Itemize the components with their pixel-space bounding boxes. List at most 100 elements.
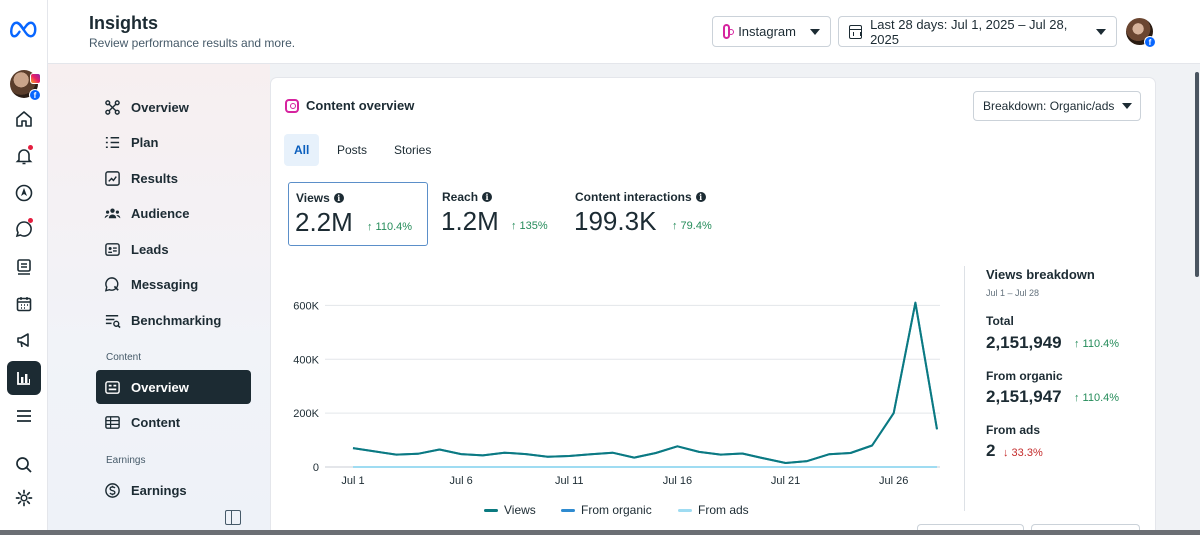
bottom-button-partial[interactable] — [1031, 524, 1140, 534]
breakdown-ads-label: From ads — [986, 423, 1041, 437]
insights-sidenav: Overview Plan Results Audience Leads Mes… — [48, 64, 270, 535]
nav-item-earnings[interactable]: Earnings — [96, 473, 251, 507]
earnings-coin-icon — [105, 482, 120, 498]
nav-item-results[interactable]: Results — [96, 161, 251, 195]
breakdown-ads-change: ↓ 33.3% — [1003, 447, 1043, 459]
metric-views[interactable]: Views i 2.2M ↑ 110.4% — [288, 182, 428, 246]
y-tick-label: 400K — [293, 354, 319, 366]
nav-item-label: Overview — [131, 99, 189, 115]
metric-reach[interactable]: Reach i 1.2M ↑ 135% — [435, 182, 560, 246]
caret-down-icon — [810, 28, 820, 35]
nav-item-messaging[interactable]: Messaging — [96, 267, 251, 301]
breakdown-dropdown[interactable]: Breakdown: Organic/ads — [973, 91, 1141, 121]
date-range-dropdown[interactable]: Last 28 days: Jul 1, 2025 – Jul 28, 2025 — [838, 16, 1117, 47]
y-tick-label: 0 — [313, 462, 319, 474]
page-scrollbar[interactable] — [1194, 64, 1200, 535]
collapse-sidebar-icon[interactable] — [225, 510, 241, 525]
caret-down-icon — [1122, 103, 1133, 109]
benchmarking-icon — [105, 314, 121, 328]
x-tick-label: Jul 6 — [450, 475, 473, 487]
views-breakdown-panel: Views breakdown Jul 1 – Jul 28 Total 2,1… — [964, 266, 1149, 511]
instagram-icon — [285, 98, 299, 113]
results-trend-icon — [105, 170, 120, 186]
nav-item-plan[interactable]: Plan — [96, 125, 251, 159]
metric-change: ↑ 79.4% — [672, 220, 712, 232]
breakdown-ads-value: 2 — [986, 441, 996, 460]
nav-section-content: Content — [106, 352, 142, 363]
x-tick-label: Jul 16 — [663, 475, 692, 487]
breakdown-total-change: ↑ 110.4% — [1074, 338, 1120, 350]
nav-item-content-overview[interactable]: Overview — [96, 370, 251, 404]
megaphone-icon[interactable] — [7, 323, 41, 357]
search-icon[interactable] — [7, 448, 41, 482]
legend-views[interactable]: Views — [484, 503, 536, 517]
facebook-badge-icon: f — [29, 89, 41, 101]
metric-content-interactions[interactable]: Content interactions i 199.3K ↑ 79.4% — [568, 182, 738, 246]
info-icon[interactable]: i — [695, 192, 706, 202]
page-title: Insights — [89, 13, 159, 33]
tab-stories[interactable]: Stories — [394, 143, 432, 157]
nav-item-leads[interactable]: Leads — [96, 232, 251, 266]
breakdown-dropdown-label: Breakdown: Organic/ads — [983, 99, 1115, 113]
page-subtitle: Review performance results and more. — [89, 36, 296, 50]
compass-icon[interactable] — [7, 176, 41, 210]
nav-item-label: Audience — [131, 205, 190, 221]
breakdown-organic-value: 2,151,947 — [986, 387, 1062, 406]
metric-change: ↑ 135% — [511, 220, 548, 232]
tab-all[interactable]: All — [284, 134, 320, 166]
legend-swatch-ads — [678, 508, 692, 512]
legend-from-organic[interactable]: From organic — [561, 503, 652, 517]
nav-section-earnings: Earnings — [106, 455, 146, 466]
platform-dropdown[interactable]: Instagram — [712, 16, 831, 47]
legend-label: Views — [504, 503, 536, 517]
home-icon[interactable] — [7, 102, 41, 136]
tab-posts[interactable]: Posts — [337, 143, 368, 157]
content-overview-card: Content overview Breakdown: Organic/ads … — [271, 78, 1155, 535]
bottom-button-partial[interactable] — [917, 524, 1024, 534]
info-icon[interactable]: i — [482, 192, 493, 202]
notification-dot — [28, 145, 33, 150]
x-tick-label: Jul 11 — [555, 475, 584, 487]
caret-down-icon — [1096, 28, 1106, 35]
nav-item-label: Earnings — [131, 482, 187, 498]
instagram-badge-icon — [30, 73, 41, 84]
info-icon[interactable]: i — [333, 193, 344, 203]
nav-item-content[interactable]: Content — [96, 405, 251, 439]
metric-label: Content interactions i — [575, 190, 706, 204]
card-title: Content overview — [306, 98, 415, 113]
content-table-icon — [105, 415, 120, 429]
legend-from-ads[interactable]: From ads — [678, 503, 749, 517]
chat-bubble-icon[interactable] — [7, 212, 41, 246]
nav-item-benchmarking[interactable]: Benchmarking — [96, 303, 251, 337]
window-bottom-edge — [0, 530, 1200, 535]
instagram-icon — [723, 24, 734, 39]
series-line-from-organic — [352, 301, 938, 464]
checklist-icon — [105, 136, 120, 148]
notifications-bell-icon[interactable] — [7, 139, 41, 173]
account-avatar[interactable]: f — [10, 70, 41, 101]
breakdown-date-range: Jul 1 – Jul 28 — [986, 288, 1040, 298]
scrollbar-thumb[interactable] — [1195, 72, 1199, 277]
breakdown-total-label: Total — [986, 314, 1014, 328]
nav-item-overview[interactable]: Overview — [96, 90, 251, 124]
meta-logo-icon[interactable] — [9, 18, 39, 42]
nav-item-audience[interactable]: Audience — [96, 196, 251, 230]
message-dot — [28, 218, 33, 223]
x-tick-label: Jul 1 — [341, 475, 364, 487]
y-tick-label: 200K — [293, 408, 319, 420]
settings-gear-icon[interactable] — [7, 481, 41, 515]
audience-people-icon — [104, 207, 121, 218]
insights-chart-icon[interactable] — [7, 361, 41, 395]
leads-card-icon — [105, 242, 120, 256]
nav-item-label: Plan — [131, 134, 159, 150]
profile-avatar[interactable]: f — [1126, 18, 1156, 48]
content-overview-icon — [105, 380, 120, 394]
x-tick-label: Jul 26 — [879, 475, 908, 487]
page-header: Insights Review performance results and … — [48, 0, 1200, 64]
breakdown-organic-label: From organic — [986, 369, 1063, 383]
content-library-icon[interactable] — [7, 250, 41, 284]
calendar-icon[interactable] — [7, 287, 41, 321]
metric-value: 199.3K — [574, 206, 657, 236]
y-tick-label: 600K — [293, 300, 319, 312]
menu-icon[interactable] — [7, 399, 41, 433]
